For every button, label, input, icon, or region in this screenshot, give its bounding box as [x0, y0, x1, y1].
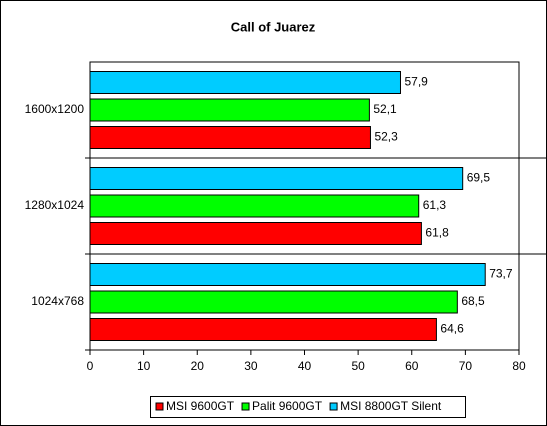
x-tick-label: 50 — [351, 359, 365, 373]
bar — [89, 263, 486, 286]
value-label: 52,3 — [374, 130, 398, 144]
legend-swatch — [329, 402, 338, 411]
value-label: 64,6 — [440, 322, 464, 336]
value-label: 61,3 — [423, 198, 447, 212]
value-label: 57,9 — [404, 75, 428, 89]
bar — [89, 71, 401, 94]
legend-label: MSI 8800GT Silent — [340, 399, 442, 413]
y-tick-label: 1024x768 — [31, 294, 84, 308]
legend — [150, 396, 466, 418]
value-label: 73,7 — [489, 267, 513, 281]
x-tick-label: 0 — [87, 359, 94, 373]
value-label: 61,8 — [425, 226, 449, 240]
x-tick-label: 30 — [244, 359, 258, 373]
x-tick-label: 60 — [405, 359, 419, 373]
x-tick-label: 20 — [191, 359, 205, 373]
x-tick-label: 40 — [298, 359, 312, 373]
legend-swatch — [155, 402, 164, 411]
y-tick-label: 1280x1024 — [25, 198, 85, 212]
value-label: 69,5 — [467, 171, 491, 185]
y-tick-label: 1600x1200 — [25, 102, 85, 116]
x-tick-label: 80 — [512, 359, 526, 373]
bar — [89, 98, 370, 122]
bar — [89, 222, 422, 245]
legend-swatch — [241, 402, 250, 411]
x-tick-label: 70 — [459, 359, 473, 373]
chart-title: Call of Juarez — [231, 19, 316, 34]
bar — [89, 126, 371, 149]
value-label: 52,1 — [373, 102, 397, 116]
bar — [89, 194, 420, 218]
legend-label: MSI 9600GT — [166, 399, 235, 413]
x-tick-label: 10 — [137, 359, 151, 373]
bar — [89, 318, 437, 341]
bar — [89, 167, 464, 190]
value-label: 68,5 — [461, 294, 485, 308]
legend-label: Palit 9600GT — [252, 399, 323, 413]
bar — [89, 290, 458, 314]
